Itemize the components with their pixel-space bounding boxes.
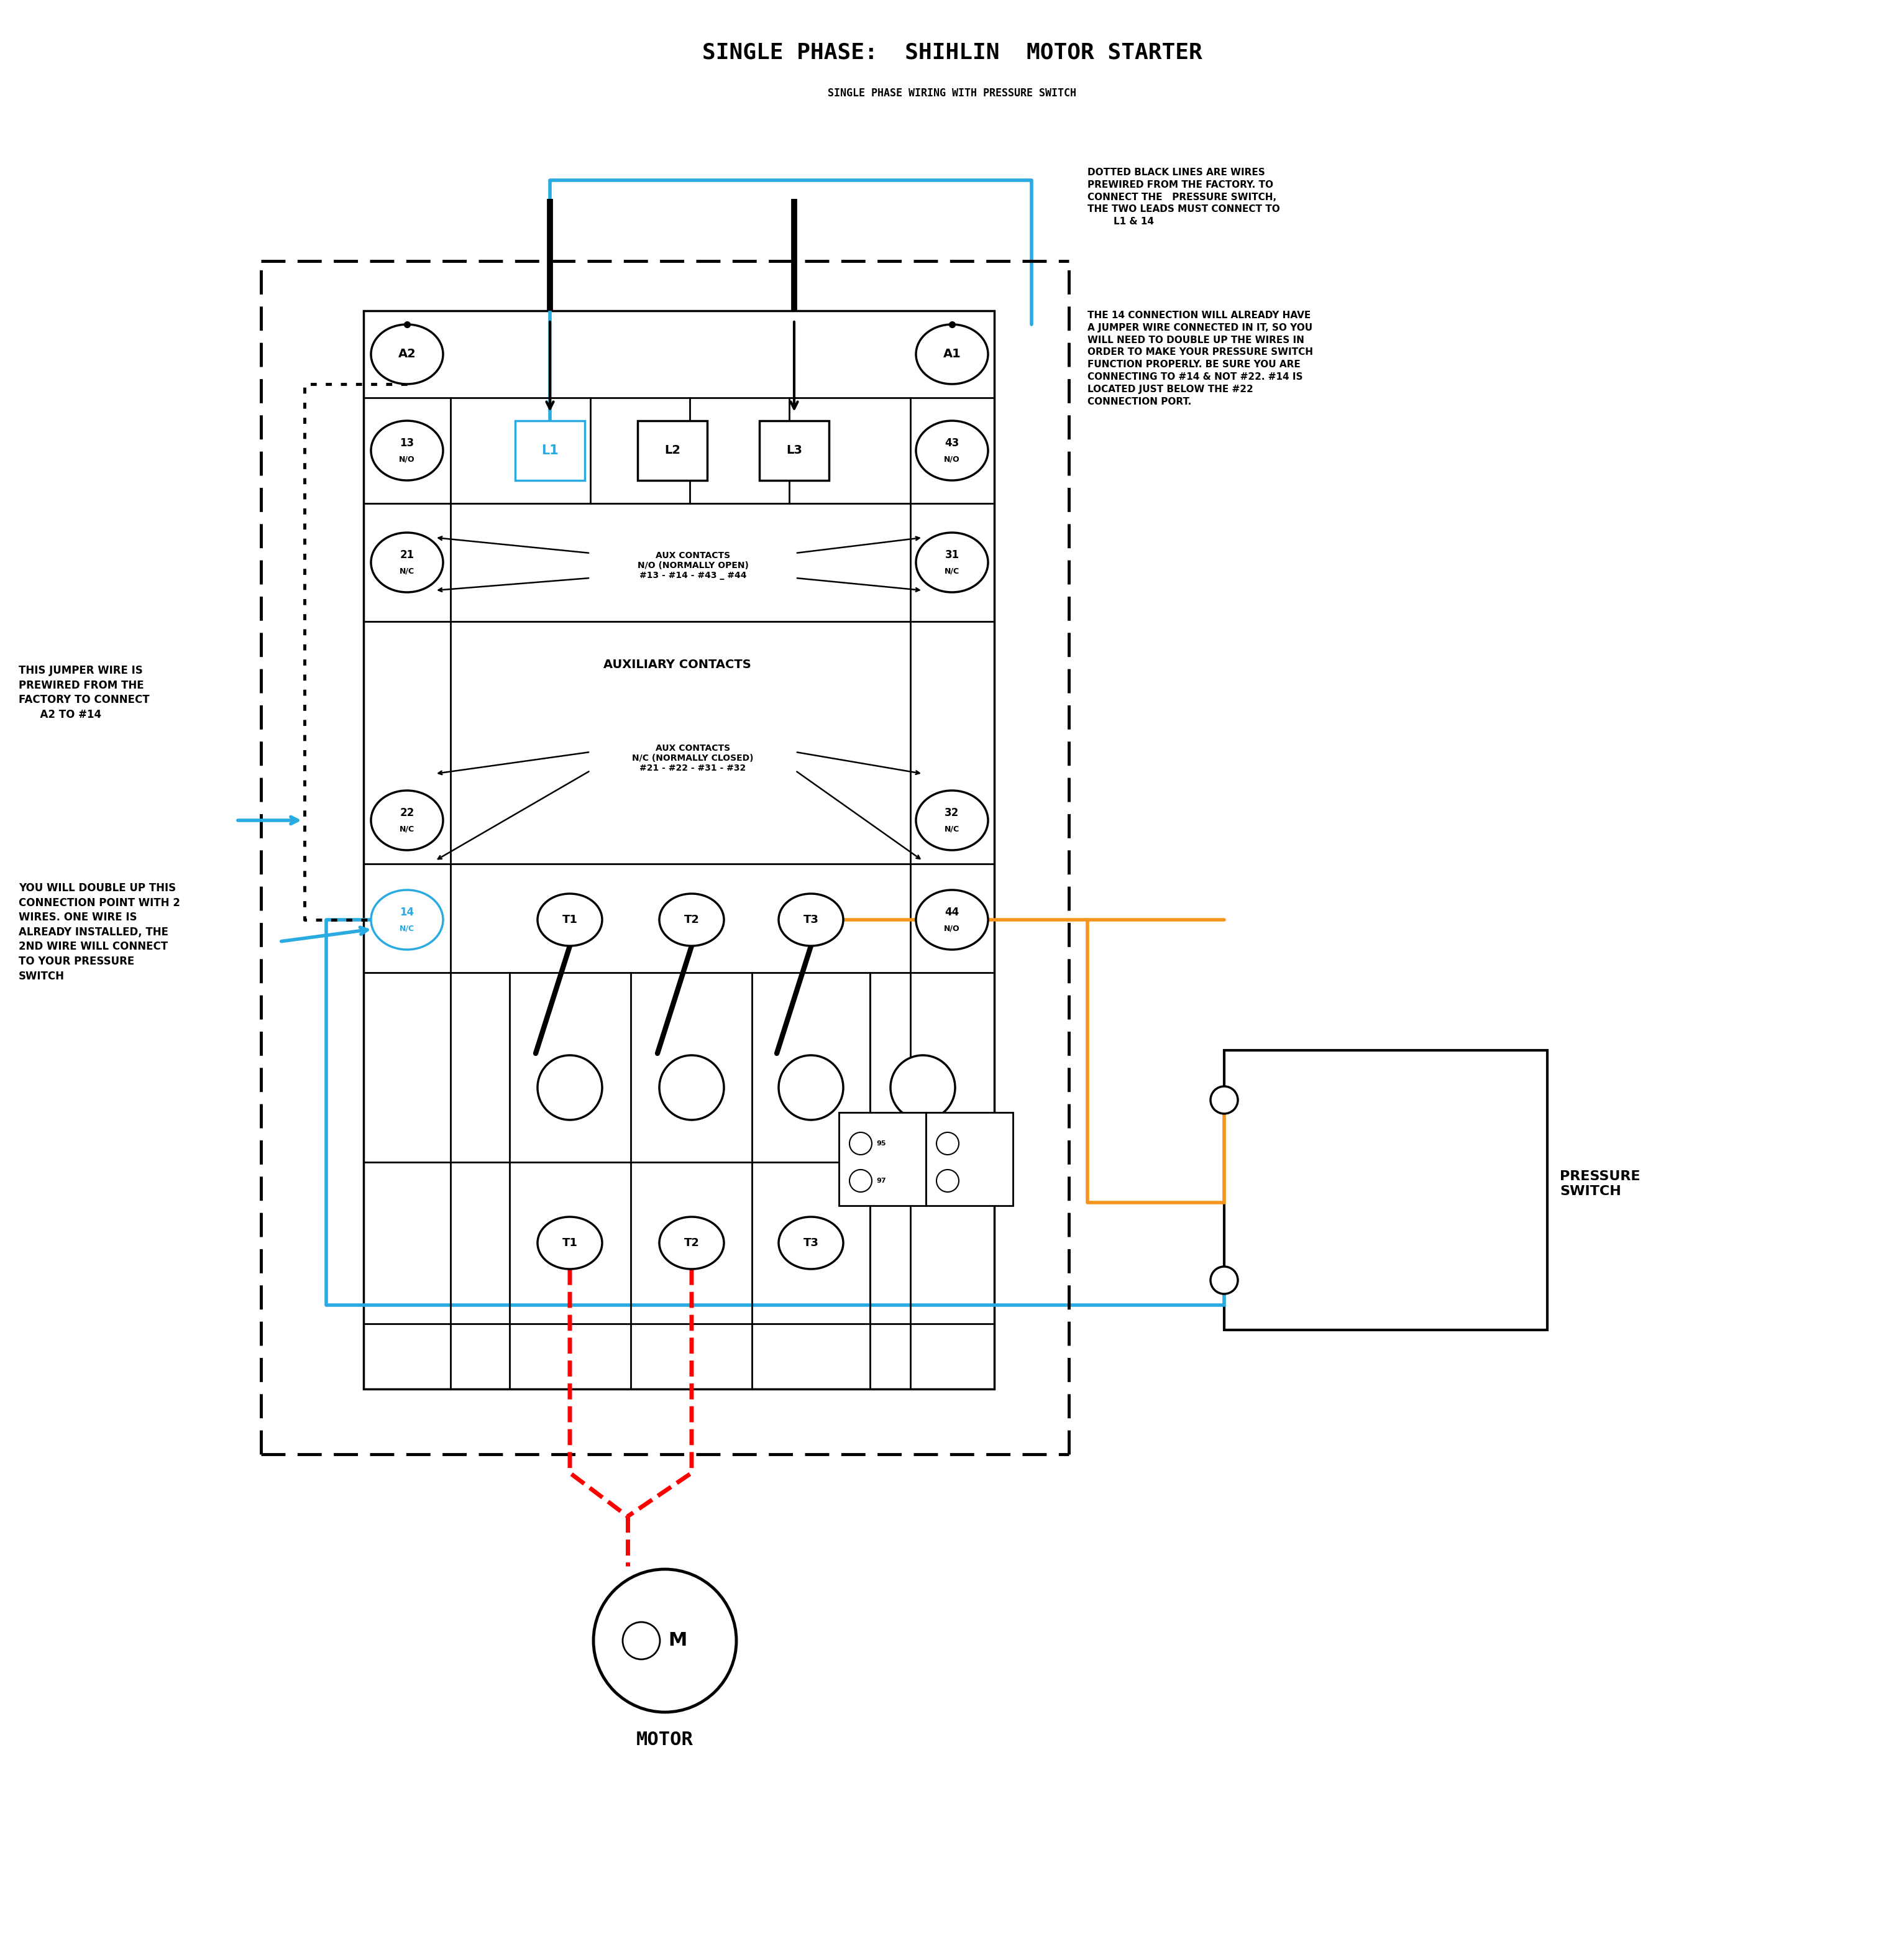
Ellipse shape — [916, 791, 988, 849]
Circle shape — [1211, 1086, 1238, 1113]
Ellipse shape — [779, 894, 843, 946]
Bar — [840, 1113, 925, 1206]
Bar — [760, 421, 828, 481]
Text: 31: 31 — [944, 549, 960, 560]
Text: N/C: N/C — [400, 568, 415, 576]
Circle shape — [659, 1055, 724, 1121]
Ellipse shape — [371, 533, 444, 591]
Ellipse shape — [537, 894, 602, 946]
Text: 43: 43 — [944, 438, 960, 448]
Text: N/O: N/O — [944, 456, 960, 463]
Circle shape — [937, 1169, 960, 1192]
Circle shape — [937, 1132, 960, 1156]
Circle shape — [891, 1055, 956, 1121]
Ellipse shape — [916, 533, 988, 591]
Ellipse shape — [371, 324, 444, 384]
Text: 32: 32 — [944, 807, 960, 818]
Text: SINGLE PHASE:  SHIHLIN  MOTOR STARTER: SINGLE PHASE: SHIHLIN MOTOR STARTER — [703, 43, 1201, 64]
Text: N/O: N/O — [944, 925, 960, 933]
Text: T2: T2 — [684, 913, 699, 925]
Circle shape — [594, 1569, 737, 1712]
Text: N/C: N/C — [400, 826, 415, 834]
Circle shape — [849, 1132, 872, 1156]
Bar — [516, 421, 585, 481]
Ellipse shape — [371, 791, 444, 849]
Ellipse shape — [916, 890, 988, 950]
Text: 44: 44 — [944, 907, 960, 917]
Bar — [925, 1113, 1013, 1206]
Text: A1: A1 — [942, 349, 962, 361]
Text: THE 14 CONNECTION WILL ALREADY HAVE
A JUMPER WIRE CONNECTED IN IT, SO YOU
WILL N: THE 14 CONNECTION WILL ALREADY HAVE A JU… — [1087, 310, 1314, 405]
Text: 95: 95 — [876, 1140, 885, 1146]
Bar — [638, 421, 706, 481]
Ellipse shape — [916, 421, 988, 481]
Text: L3: L3 — [786, 444, 802, 456]
Circle shape — [849, 1169, 872, 1192]
Ellipse shape — [371, 890, 444, 950]
Text: 14: 14 — [400, 907, 415, 917]
Text: N/C: N/C — [400, 925, 415, 933]
Text: M: M — [668, 1633, 687, 1650]
Text: 97: 97 — [876, 1177, 885, 1185]
Bar — [364, 310, 994, 1388]
Text: 13: 13 — [400, 438, 415, 448]
Text: AUX CONTACTS
N/O (NORMALLY OPEN)
#13 - #14 - #43 _ #44: AUX CONTACTS N/O (NORMALLY OPEN) #13 - #… — [638, 551, 748, 580]
Text: 21: 21 — [400, 549, 415, 560]
Circle shape — [779, 1055, 843, 1121]
Bar — [1224, 1051, 1548, 1330]
Circle shape — [1211, 1266, 1238, 1293]
Text: T3: T3 — [803, 1237, 819, 1249]
Ellipse shape — [779, 1218, 843, 1268]
Text: YOU WILL DOUBLE UP THIS
CONNECTION POINT WITH 2
WIRES. ONE WIRE IS
ALREADY INSTA: YOU WILL DOUBLE UP THIS CONNECTION POINT… — [19, 882, 181, 981]
Text: L1: L1 — [541, 444, 558, 458]
Text: SINGLE PHASE WIRING WITH PRESSURE SWITCH: SINGLE PHASE WIRING WITH PRESSURE SWITCH — [828, 87, 1076, 99]
Text: 22: 22 — [400, 807, 415, 818]
Text: N/C: N/C — [944, 568, 960, 576]
Text: AUXILIARY CONTACTS: AUXILIARY CONTACTS — [604, 659, 752, 671]
Circle shape — [623, 1623, 661, 1660]
Text: T2: T2 — [684, 1237, 699, 1249]
Ellipse shape — [537, 1218, 602, 1268]
Text: DOTTED BLACK LINES ARE WIRES
PREWIRED FROM THE FACTORY. TO
CONNECT THE   PRESSUR: DOTTED BLACK LINES ARE WIRES PREWIRED FR… — [1087, 169, 1279, 227]
Text: AUX CONTACTS
N/C (NORMALLY CLOSED)
#21 - #22 - #31 - #32: AUX CONTACTS N/C (NORMALLY CLOSED) #21 -… — [632, 745, 754, 772]
Circle shape — [537, 1055, 602, 1121]
Ellipse shape — [371, 421, 444, 481]
Ellipse shape — [659, 1218, 724, 1268]
Text: T3: T3 — [803, 913, 819, 925]
Text: L2: L2 — [664, 444, 680, 456]
Text: N/C: N/C — [944, 826, 960, 834]
Text: MOTOR: MOTOR — [636, 1732, 693, 1749]
Text: T1: T1 — [562, 1237, 577, 1249]
Text: T1: T1 — [562, 913, 577, 925]
Ellipse shape — [916, 324, 988, 384]
Text: THIS JUMPER WIRE IS
PREWIRED FROM THE
FACTORY TO CONNECT
      A2 TO #14: THIS JUMPER WIRE IS PREWIRED FROM THE FA… — [19, 665, 150, 719]
Ellipse shape — [659, 894, 724, 946]
Text: N/O: N/O — [400, 456, 415, 463]
Text: PRESSURE
SWITCH: PRESSURE SWITCH — [1559, 1171, 1639, 1196]
Text: A2: A2 — [398, 349, 415, 361]
